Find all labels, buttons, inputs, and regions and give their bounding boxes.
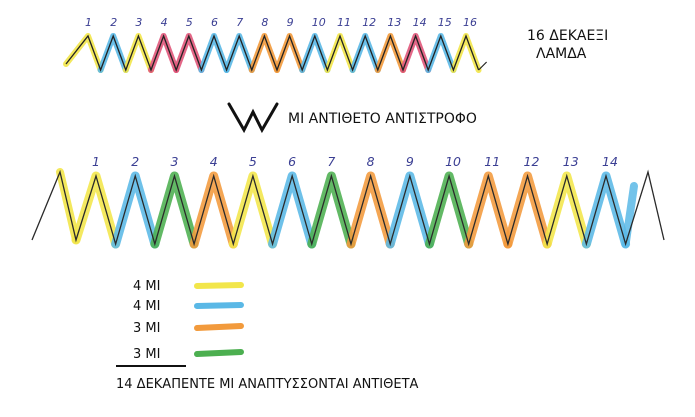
legend-swatch-green (194, 349, 244, 357)
bottom-peak-color (150, 171, 199, 249)
top-peak-color (173, 33, 205, 73)
bottom-zigzag (31, 168, 665, 249)
bottom-peak-color (542, 171, 591, 249)
legend-label-3: 3 ΜΙ (133, 321, 160, 336)
top-peak-color (223, 33, 255, 73)
top-title-line2: ΛΑΜΔΑ (536, 46, 587, 62)
legend-label-2: 4 ΜΙ (133, 299, 160, 314)
top-title-line1: 16 ΔΕΚΑΕΞΙ (527, 28, 608, 44)
top-number: 7 (236, 16, 243, 29)
top-number: 14 (413, 16, 427, 29)
top-number: 13 (387, 16, 401, 29)
top-peak-color (274, 33, 306, 73)
top-number: 16 (463, 16, 477, 29)
legend-swatch-blue (194, 302, 244, 309)
bottom-peak-color (189, 171, 238, 249)
bottom-peak-color (307, 171, 356, 249)
top-numbers: 1 2 3 4 5 6 7 8 9 10 11 12 13 14 15 16 (85, 16, 477, 29)
top-number: 6 (211, 16, 218, 29)
top-peak-color (122, 33, 154, 73)
top-number: 3 (135, 16, 142, 29)
bottom-peak-color (111, 171, 160, 249)
middle-caption: ΜΙ ΑΝΤΙΘΕΤΟ ΑΝΤΙΣΤΡΟΦΟ (288, 111, 477, 127)
top-number: 2 (110, 16, 117, 29)
legend-label-4: 3 ΜΙ (133, 347, 160, 362)
top-number: 10 (312, 16, 326, 29)
w-zigzag-icon (227, 102, 279, 134)
bottom-number: 12 (524, 154, 540, 169)
bottom-number: 10 (445, 154, 461, 169)
top-number: 9 (287, 16, 294, 29)
bottom-number: 13 (563, 154, 579, 169)
bottom-number: 5 (249, 154, 257, 169)
bottom-peak-color (268, 171, 317, 249)
bottom-number: 8 (367, 154, 375, 169)
top-zigzag-line (65, 34, 480, 72)
top-zigzag-tail (478, 61, 488, 71)
bottom-number: 3 (170, 154, 178, 169)
top-peak-color (324, 33, 356, 73)
top-number: 5 (186, 16, 193, 29)
top-number: 4 (161, 16, 168, 29)
bottom-peak-color (346, 171, 395, 249)
top-peak-color (374, 33, 406, 73)
bottom-peak-color (464, 171, 513, 249)
bottom-number: 4 (210, 154, 218, 169)
top-peak-color (248, 33, 280, 73)
bottom-right-color (621, 182, 638, 248)
top-number: 8 (261, 16, 268, 29)
top-number: 11 (337, 16, 351, 29)
top-number: 15 (438, 16, 452, 29)
top-zigzag (63, 33, 488, 73)
legend: 4 ΜΙ 4 ΜΙ 3 ΜΙ 3 ΜΙ (116, 279, 244, 367)
bottom-zigzag-line (31, 169, 665, 247)
top-peak-color (97, 33, 129, 73)
bottom-peak-color (424, 171, 474, 249)
bottom-number: 11 (484, 154, 500, 169)
bottom-number: 6 (288, 154, 296, 169)
top-peak-color (400, 33, 432, 73)
bottom-number: 14 (602, 154, 618, 169)
bottom-peak-color (385, 171, 434, 249)
top-peak-color (425, 33, 457, 73)
bottom-peak-color (228, 171, 278, 249)
bottom-number: 1 (92, 154, 100, 169)
bottom-peak-color (71, 171, 121, 249)
bottom-numbers: 1 2 3 4 5 6 7 8 9 10 11 12 13 14 (92, 154, 618, 169)
legend-swatch-yellow (194, 282, 244, 289)
top-peak-color (198, 33, 230, 73)
top-peak-color (299, 33, 331, 73)
top-peak-color (450, 33, 482, 73)
bottom-number: 2 (131, 154, 139, 169)
legend-swatch-orange (194, 323, 244, 331)
bottom-peak-color (581, 171, 631, 249)
bottom-peak-color (503, 171, 552, 249)
top-peak-color (148, 33, 180, 73)
bottom-caption: 14 ΔΕΚΑΠΕΝΤΕ ΜΙ ΑΝΑΠΤΥΣΣΟΝΤΑΙ ΑΝΤΙΘΕΤΑ (116, 377, 419, 392)
bottom-number: 9 (406, 154, 414, 169)
top-number: 1 (85, 16, 92, 29)
bottom-number: 7 (327, 154, 335, 169)
top-number: 12 (362, 16, 376, 29)
legend-label-1: 4 ΜΙ (133, 279, 160, 294)
top-peak-color (349, 33, 381, 73)
